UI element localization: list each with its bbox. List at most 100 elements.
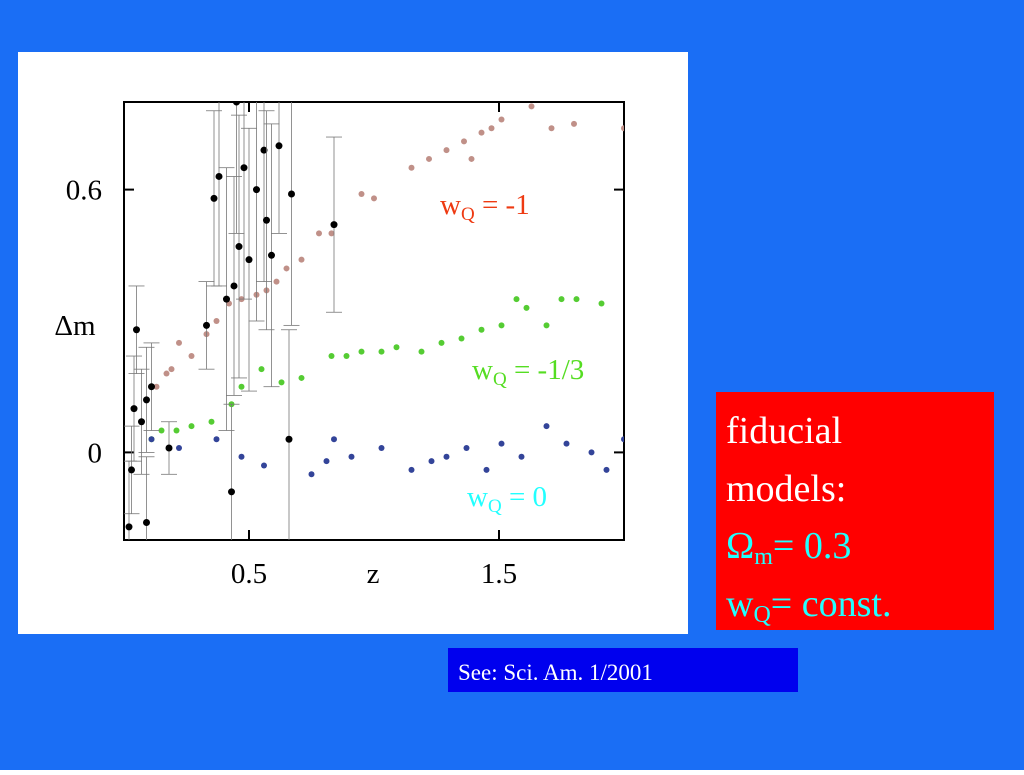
point <box>358 190 365 197</box>
point <box>245 256 253 264</box>
y-tick-label: 0.6 <box>66 175 102 207</box>
point <box>478 326 485 333</box>
citation-box <box>448 648 798 692</box>
label-base: w <box>440 189 461 221</box>
point <box>428 458 435 465</box>
point <box>603 466 610 473</box>
point <box>260 146 268 154</box>
point <box>483 466 490 473</box>
sub: Q <box>753 602 770 628</box>
series-label: wQ = -1 <box>440 189 530 225</box>
point <box>518 453 525 460</box>
point <box>153 383 160 390</box>
series-label: wQ = 0 <box>467 481 547 517</box>
box-line: fiducial <box>726 410 842 452</box>
point <box>461 138 467 145</box>
sym: w <box>726 583 754 625</box>
point <box>621 436 624 443</box>
point <box>328 353 335 360</box>
label-rest: = -1/3 <box>507 354 585 386</box>
point <box>158 427 165 434</box>
x-tick-label: 1.5 <box>481 558 517 590</box>
point <box>230 282 238 290</box>
label-sub: Q <box>488 496 502 517</box>
series-label: wQ = -1/3 <box>472 354 584 390</box>
point <box>285 435 293 443</box>
point <box>238 383 245 390</box>
point <box>223 295 230 303</box>
point <box>418 348 425 355</box>
point <box>176 445 182 452</box>
point <box>523 304 530 311</box>
point <box>261 462 267 469</box>
point <box>173 427 180 434</box>
point <box>330 221 338 229</box>
label-sub: Q <box>461 204 475 225</box>
point <box>463 445 470 452</box>
point <box>513 296 520 303</box>
label-rest: = 0 <box>502 481 547 513</box>
point <box>143 396 150 404</box>
sym: Ω <box>726 525 754 567</box>
point <box>253 186 260 194</box>
point <box>298 374 305 381</box>
point <box>571 120 577 127</box>
point <box>443 453 450 460</box>
point <box>468 155 475 162</box>
point <box>133 326 140 334</box>
point <box>543 423 550 430</box>
point <box>328 230 335 237</box>
point <box>163 370 170 377</box>
citation: See: Sci. Am. 1/2001 <box>458 660 653 685</box>
point <box>273 278 280 285</box>
point <box>213 318 220 324</box>
point <box>498 116 505 123</box>
point <box>408 466 415 473</box>
point <box>621 125 624 132</box>
point <box>331 436 337 443</box>
point <box>130 405 138 413</box>
point <box>283 265 290 272</box>
point <box>438 339 445 346</box>
point <box>358 348 365 355</box>
data-area <box>124 102 624 540</box>
chart-panel <box>18 52 688 634</box>
error-bar <box>228 102 245 234</box>
point <box>478 129 485 136</box>
point <box>443 147 450 154</box>
point <box>528 103 535 110</box>
point <box>498 440 505 447</box>
point <box>558 296 565 303</box>
point <box>458 335 465 342</box>
point <box>203 321 210 329</box>
point <box>426 155 432 162</box>
point <box>288 190 295 198</box>
point <box>371 195 377 202</box>
point <box>343 353 350 360</box>
y-tick-label: 0 <box>88 437 103 469</box>
point <box>393 344 400 351</box>
point <box>188 423 195 430</box>
box-param: wQ= const. <box>726 583 891 628</box>
x-axis-label: z <box>367 558 380 590</box>
label-base: w <box>467 481 488 513</box>
point <box>138 418 145 426</box>
point <box>165 444 173 452</box>
label-rest: = -1 <box>475 189 530 221</box>
point <box>268 251 275 259</box>
point <box>143 518 150 526</box>
point <box>563 440 570 447</box>
point <box>588 449 595 456</box>
point <box>188 353 195 360</box>
point <box>208 418 215 425</box>
point <box>210 194 218 202</box>
label-base: w <box>472 354 493 386</box>
point <box>378 348 385 355</box>
point <box>240 164 248 172</box>
point <box>238 453 245 460</box>
point <box>378 445 385 452</box>
box-param: Ωm= 0.3 <box>726 525 851 570</box>
point <box>168 366 175 373</box>
